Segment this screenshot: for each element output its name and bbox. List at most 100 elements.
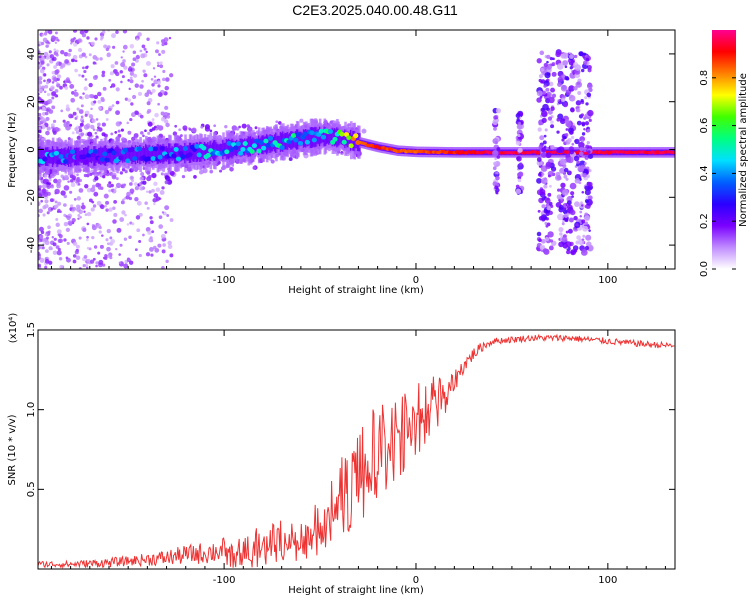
spectrogram-speckle bbox=[224, 124, 228, 129]
spectrogram-ridge-point bbox=[86, 152, 92, 158]
spectrogram-speckle bbox=[241, 123, 247, 129]
spectrogram-axes: -100 0 100 -40 -20 0 20 40 bbox=[26, 30, 675, 286]
spectrogram-burst bbox=[581, 121, 586, 126]
spectrogram-speckle bbox=[53, 178, 58, 184]
spectrogram-speckle bbox=[163, 112, 169, 117]
spectrogram-speckle bbox=[98, 226, 102, 230]
spectrogram-ridge-point bbox=[304, 139, 310, 145]
spectrogram-speckle bbox=[120, 80, 123, 84]
spectrogram-speckle bbox=[98, 259, 104, 265]
spectrogram-speckle bbox=[115, 110, 120, 116]
spectrogram-speckle bbox=[139, 49, 143, 53]
spectrogram-burst bbox=[570, 191, 575, 196]
spectrogram-speckle bbox=[41, 85, 45, 90]
spectrogram-burst bbox=[573, 155, 580, 162]
spectrogram-speckle bbox=[167, 240, 172, 246]
spectrogram-speckle bbox=[77, 38, 82, 43]
spectrogram-speckle bbox=[147, 108, 152, 114]
spectrogram-speckle bbox=[38, 255, 42, 260]
spectrogram-speckle bbox=[43, 51, 49, 57]
spectrogram-speckle bbox=[56, 74, 62, 79]
spectrogram-burst bbox=[586, 92, 592, 98]
spectrogram-ridge-point bbox=[53, 150, 60, 156]
spectrogram-speckle bbox=[150, 253, 154, 257]
spectrogram-x-tick-label: 100 bbox=[598, 275, 617, 286]
spectrogram-speckle bbox=[58, 238, 63, 243]
spectrogram-speckle bbox=[105, 208, 109, 212]
spectrogram-x-tick-label: -100 bbox=[213, 275, 236, 286]
spectrogram-speckle bbox=[78, 128, 83, 133]
spectrogram-ridge-point bbox=[242, 141, 248, 146]
spectrogram-speckle bbox=[106, 246, 111, 252]
spectrogram-burst bbox=[517, 172, 522, 177]
snr-series-line bbox=[38, 333, 675, 569]
spectrogram-y-tick-label: 0 bbox=[26, 146, 37, 152]
spectrogram-speckle bbox=[95, 118, 99, 121]
spectrogram-speckle bbox=[288, 157, 293, 162]
spectrogram-speckle bbox=[169, 218, 174, 222]
spectrogram-speckle bbox=[41, 112, 46, 116]
spectrogram-speckle bbox=[139, 114, 144, 119]
spectrogram-speckle bbox=[52, 242, 57, 247]
colorbar-tick-label: 0.6 bbox=[699, 118, 710, 134]
spectrogram-speckle bbox=[159, 64, 164, 69]
spectrogram-speckle bbox=[97, 99, 102, 104]
snr-y-axis-title: SNR (10 * v/v) bbox=[7, 414, 18, 485]
spectrogram-speckle bbox=[161, 211, 165, 214]
spectrogram-speckle bbox=[45, 249, 49, 253]
spectrogram-speckle bbox=[74, 250, 79, 255]
spectrogram-speckle bbox=[89, 259, 95, 264]
spectrogram-speckle bbox=[128, 87, 132, 91]
spectrogram-speckle bbox=[79, 216, 82, 219]
spectrogram-speckle bbox=[39, 134, 43, 138]
spectrogram-burst bbox=[517, 178, 522, 183]
spectrogram-burst bbox=[581, 139, 584, 143]
spectrogram-burst bbox=[576, 160, 580, 165]
spectrogram-ridge-point bbox=[341, 139, 347, 145]
spectrogram-speckle bbox=[81, 52, 86, 57]
spectrogram-burst bbox=[573, 54, 578, 59]
spectrogram-burst bbox=[542, 90, 547, 95]
spectrogram-burst bbox=[557, 82, 562, 87]
spectrogram-burst bbox=[537, 127, 542, 132]
spectrogram-speckle bbox=[55, 69, 60, 74]
spectrogram-speckle bbox=[86, 235, 89, 239]
spectrogram-speckle bbox=[84, 55, 88, 59]
spectrogram-speckle bbox=[123, 237, 128, 241]
spectrogram-speckle bbox=[59, 85, 63, 90]
spectrogram-speckle bbox=[140, 53, 146, 59]
spectrogram-speckle bbox=[56, 245, 59, 249]
spectrogram-burst bbox=[545, 152, 552, 159]
spectrogram-speckle bbox=[126, 223, 130, 226]
spectrogram-speckle bbox=[166, 214, 170, 217]
spectrogram-ridge-point bbox=[180, 154, 186, 160]
spectrogram-speckle bbox=[161, 39, 166, 44]
spectrogram-speckle bbox=[128, 65, 132, 70]
spectrogram-speckle bbox=[63, 174, 69, 180]
spectrogram-speckle bbox=[63, 221, 69, 227]
spectrogram-ridge-point bbox=[150, 156, 156, 161]
spectrogram-ridge-point bbox=[339, 131, 345, 137]
spectrogram-ridge-point bbox=[295, 132, 301, 137]
spectrogram-ridge-point bbox=[81, 154, 87, 160]
spectrogram-burst bbox=[496, 155, 501, 159]
spectrogram-speckle bbox=[38, 44, 41, 47]
spectrogram-burst bbox=[580, 113, 584, 117]
spectrogram-speckle bbox=[104, 204, 108, 208]
spectrogram-speckle bbox=[56, 229, 62, 235]
spectrogram-speckle bbox=[134, 110, 140, 116]
spectrogram-speckle bbox=[133, 73, 138, 78]
spectrogram-speckle bbox=[105, 47, 110, 52]
spectrogram-burst bbox=[544, 221, 548, 225]
spectrogram-y-tick-label: -40 bbox=[26, 237, 37, 253]
spectrogram-speckle bbox=[202, 168, 208, 174]
spectrogram-burst bbox=[578, 51, 584, 57]
spectrogram-burst bbox=[583, 214, 591, 222]
spectrogram-speckle bbox=[155, 187, 161, 192]
spectrogram-speckle bbox=[144, 201, 148, 205]
spectrogram-speckle bbox=[90, 107, 93, 111]
spectrogram-speckle bbox=[64, 59, 69, 64]
spectrogram-speckle bbox=[145, 252, 151, 257]
spectrogram-speckle bbox=[141, 79, 144, 83]
spectrogram-burst bbox=[492, 137, 499, 145]
